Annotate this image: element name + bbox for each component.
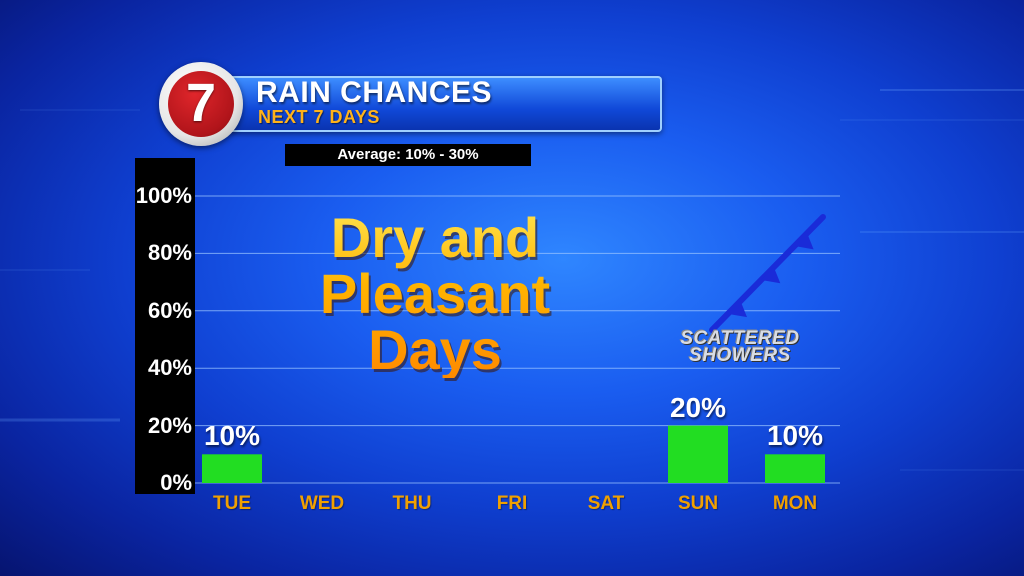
logo-badge: 7 [168, 71, 234, 137]
x-tick-label-sat: SAT [587, 493, 625, 514]
value-label-sun: 20% [669, 391, 727, 423]
value-label-mon: 10% [766, 420, 824, 452]
y-tick-label: 60% [147, 297, 192, 323]
x-tick-label-tue: TUE [213, 493, 251, 514]
headline-line: Days [368, 318, 502, 381]
value-label-tue: 10% [203, 420, 261, 452]
station-logo: 7 [159, 62, 243, 146]
y-tick-label: 40% [147, 355, 192, 381]
x-tick-label-thu: THU [392, 493, 432, 514]
headline-line: Dry and [330, 206, 540, 269]
headline-annotation: Dry and Pleasant Days [260, 210, 610, 378]
scattered-showers-label: SCATTERED SHOWERS [640, 328, 840, 366]
headline-line: Pleasant [319, 262, 551, 325]
y-tick-label: 100% [135, 183, 192, 208]
x-tick-label-fri: FRI [496, 493, 528, 514]
front-triangle [727, 300, 748, 318]
front-label-line: SHOWERS [689, 345, 791, 366]
chart-title: RAIN CHANCES [256, 76, 493, 109]
front-triangle [761, 267, 781, 284]
x-tick-label-wed: WED [299, 493, 345, 514]
logo-text: 7 [185, 73, 217, 133]
y-tick-label: 20% [147, 412, 192, 438]
y-tick-label: 80% [147, 240, 192, 266]
bar-tue [202, 454, 262, 483]
x-tick-label-mon: MON [772, 493, 818, 514]
x-tick-label-sun: SUN [677, 493, 719, 514]
header-bar [230, 76, 662, 132]
y-axis-panel [135, 158, 195, 494]
y-tick-label: 0% [160, 470, 192, 495]
weather-front-icon [709, 214, 826, 333]
bar-sun [668, 425, 728, 483]
front-label-line: SCATTERED [680, 328, 800, 349]
average-note: Average: 10% - 30% [285, 144, 531, 166]
bar-mon [765, 454, 825, 483]
chart-subtitle: NEXT 7 DAYS [258, 107, 380, 127]
front-triangle [794, 233, 814, 250]
